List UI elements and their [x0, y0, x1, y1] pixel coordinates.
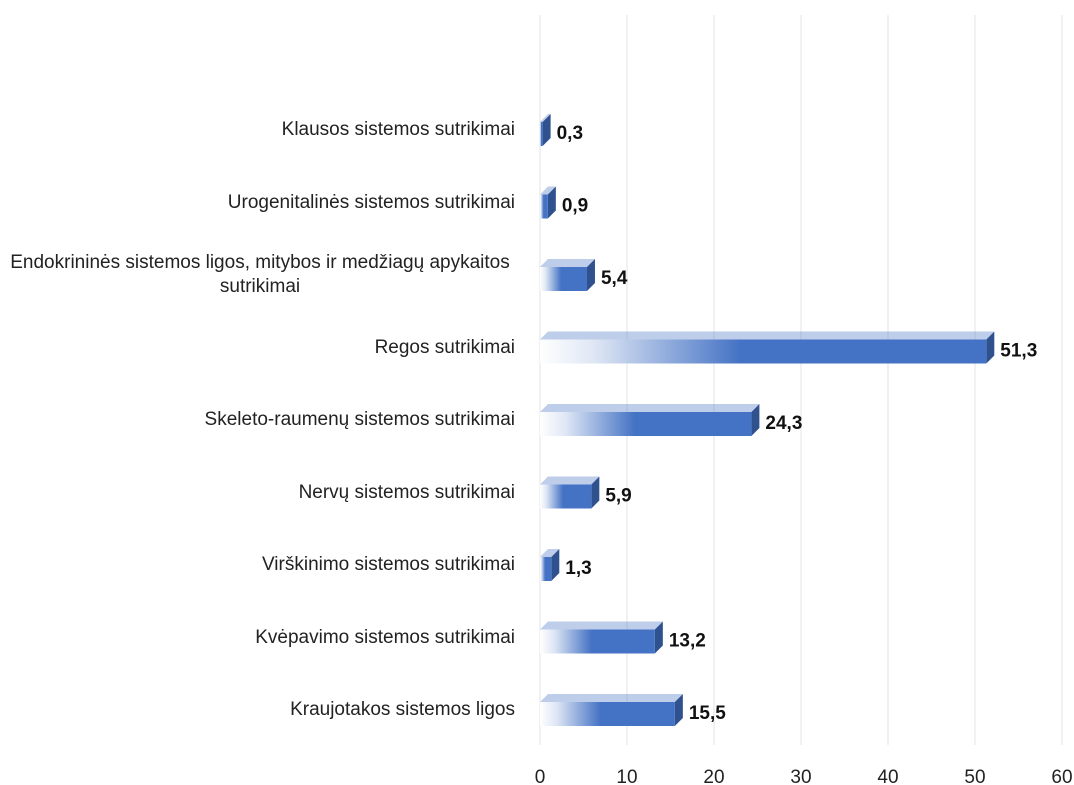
data-label: 13,2 [669, 631, 706, 652]
y-tick-label: Nervų sistemos sutrikimai [298, 481, 515, 503]
bar-top [540, 186, 556, 195]
x-tick-label: 10 [616, 767, 637, 785]
bar [540, 557, 552, 581]
bar-top [540, 114, 551, 122]
y-tick-label: Virškinimo sistemos sutrikimai [261, 554, 515, 575]
y-tick-label: Skeleto-raumenų sistemos sutrikimai [204, 409, 515, 430]
data-label: 5,4 [601, 268, 628, 289]
x-tick-label: 0 [535, 767, 546, 785]
bar-top [540, 476, 600, 485]
bar-side [654, 621, 663, 654]
x-tick-label: 50 [964, 767, 985, 785]
data-label: 51,3 [1000, 341, 1037, 362]
bar-side [591, 476, 600, 509]
data-label: 24,3 [765, 413, 802, 434]
bar [540, 412, 752, 436]
y-tick-label: Kraujotakos sistemos ligos [290, 699, 515, 720]
bar [540, 629, 655, 654]
bar-side [551, 549, 560, 581]
bar-top [540, 404, 760, 412]
bar-side [542, 114, 551, 146]
x-tick-label: 20 [703, 767, 724, 785]
bar-top [540, 331, 995, 340]
data-label: 15,5 [689, 703, 726, 724]
x-tick-label: 40 [877, 767, 898, 785]
data-label: 5,9 [605, 486, 631, 507]
bar-top [540, 259, 595, 267]
x-tick-label: 30 [790, 767, 811, 785]
y-tick-label: Regos sutrikimai [374, 336, 515, 358]
bar-top [540, 549, 560, 557]
bar-top [540, 694, 683, 702]
bar [540, 702, 675, 726]
bar [540, 484, 592, 509]
data-label: 0,3 [557, 123, 583, 144]
bar [540, 194, 548, 219]
y-tick-label: Urogenitalinės sistemos sutrikimai [227, 191, 515, 213]
y-tick-label: Kvėpavimo sistemos sutrikimai [255, 626, 515, 648]
bar [540, 267, 587, 291]
y-tick-label: Klausos sistemos sutrikimai [281, 119, 515, 140]
bar [540, 122, 543, 146]
bar [540, 339, 987, 364]
y-tick-label: Endokrininės sistemos ligos, mitybos ir … [10, 252, 510, 297]
bar-side [547, 186, 556, 219]
bar-side [986, 331, 995, 364]
data-label: 0,9 [562, 196, 588, 217]
data-label: 1,3 [565, 558, 591, 579]
bar-top [540, 621, 663, 630]
bar-side [586, 259, 595, 291]
bar-side [751, 404, 760, 436]
x-tick-label: 60 [1051, 767, 1072, 785]
bar-side [674, 694, 683, 726]
